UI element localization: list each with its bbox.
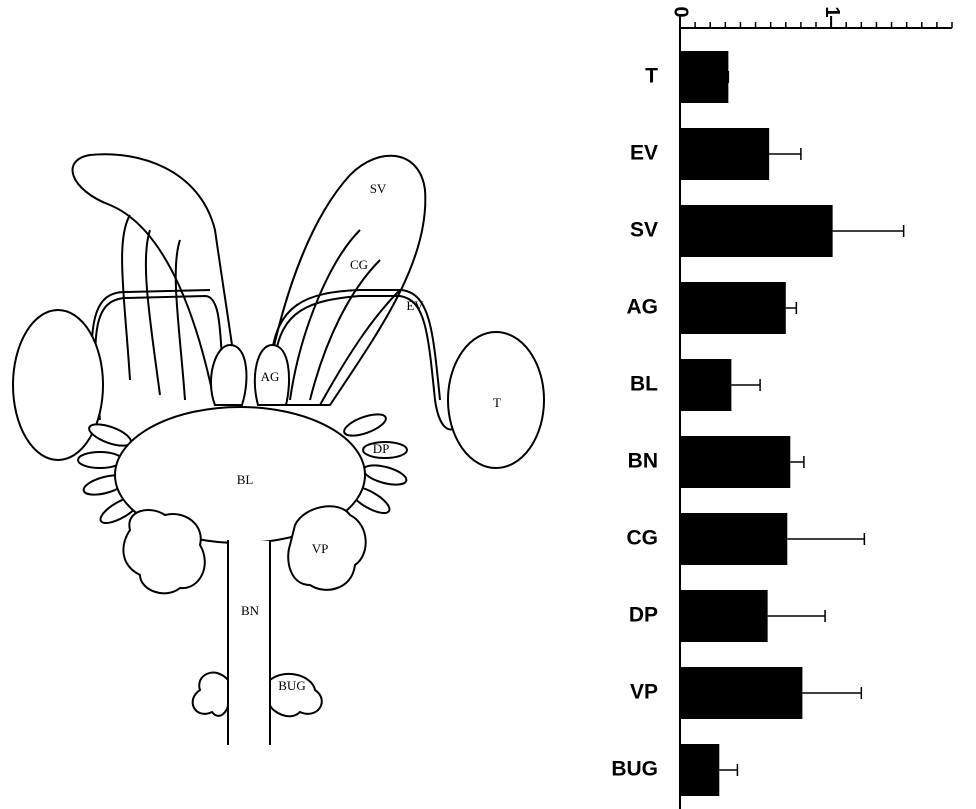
y-tick-label: EV [630, 142, 658, 165]
y-tick-label: DP [629, 604, 658, 627]
bar [680, 590, 768, 642]
bar [680, 513, 787, 565]
diagram-label: BUG [278, 678, 305, 693]
x-tick-label: 1 [821, 6, 843, 17]
y-tick-label: CG [627, 527, 659, 550]
x-tick-label: 0 [670, 6, 692, 17]
anatomy-diagram: SV CG EV AG T DP BL VP BN BUG [13, 154, 544, 745]
diagram-label: T [493, 395, 501, 410]
diagram-label: BL [237, 472, 254, 487]
bar [680, 436, 790, 488]
y-tick-label: BN [628, 450, 658, 473]
bar [680, 282, 786, 334]
diagram-label: VP [312, 541, 329, 556]
bar [680, 128, 769, 180]
y-tick-label: SV [630, 219, 658, 242]
bar [680, 359, 731, 411]
bar [680, 667, 802, 719]
diagram-label: DP [373, 441, 390, 456]
diagram-label: BN [241, 603, 260, 618]
y-tick-label: BUG [611, 758, 658, 781]
bar [680, 744, 719, 796]
y-tick-label: T [645, 65, 658, 88]
bar [680, 51, 728, 103]
y-tick-label: AG [627, 296, 659, 319]
diagram-label: AG [261, 369, 280, 384]
y-tick-label: BL [630, 373, 658, 396]
diagram-label: EV [406, 298, 424, 313]
diagram-label: CG [350, 257, 368, 272]
y-tick-label: VP [630, 681, 658, 704]
figure: SV CG EV AG T DP BL VP BN BUG 0 1 T EV SV AG B… [0, 0, 976, 809]
bar-chart: 0 1 T EV SV AG BL BN CG DP VP BUG [611, 6, 952, 809]
diagram-label: SV [370, 181, 387, 196]
bar [680, 205, 833, 257]
